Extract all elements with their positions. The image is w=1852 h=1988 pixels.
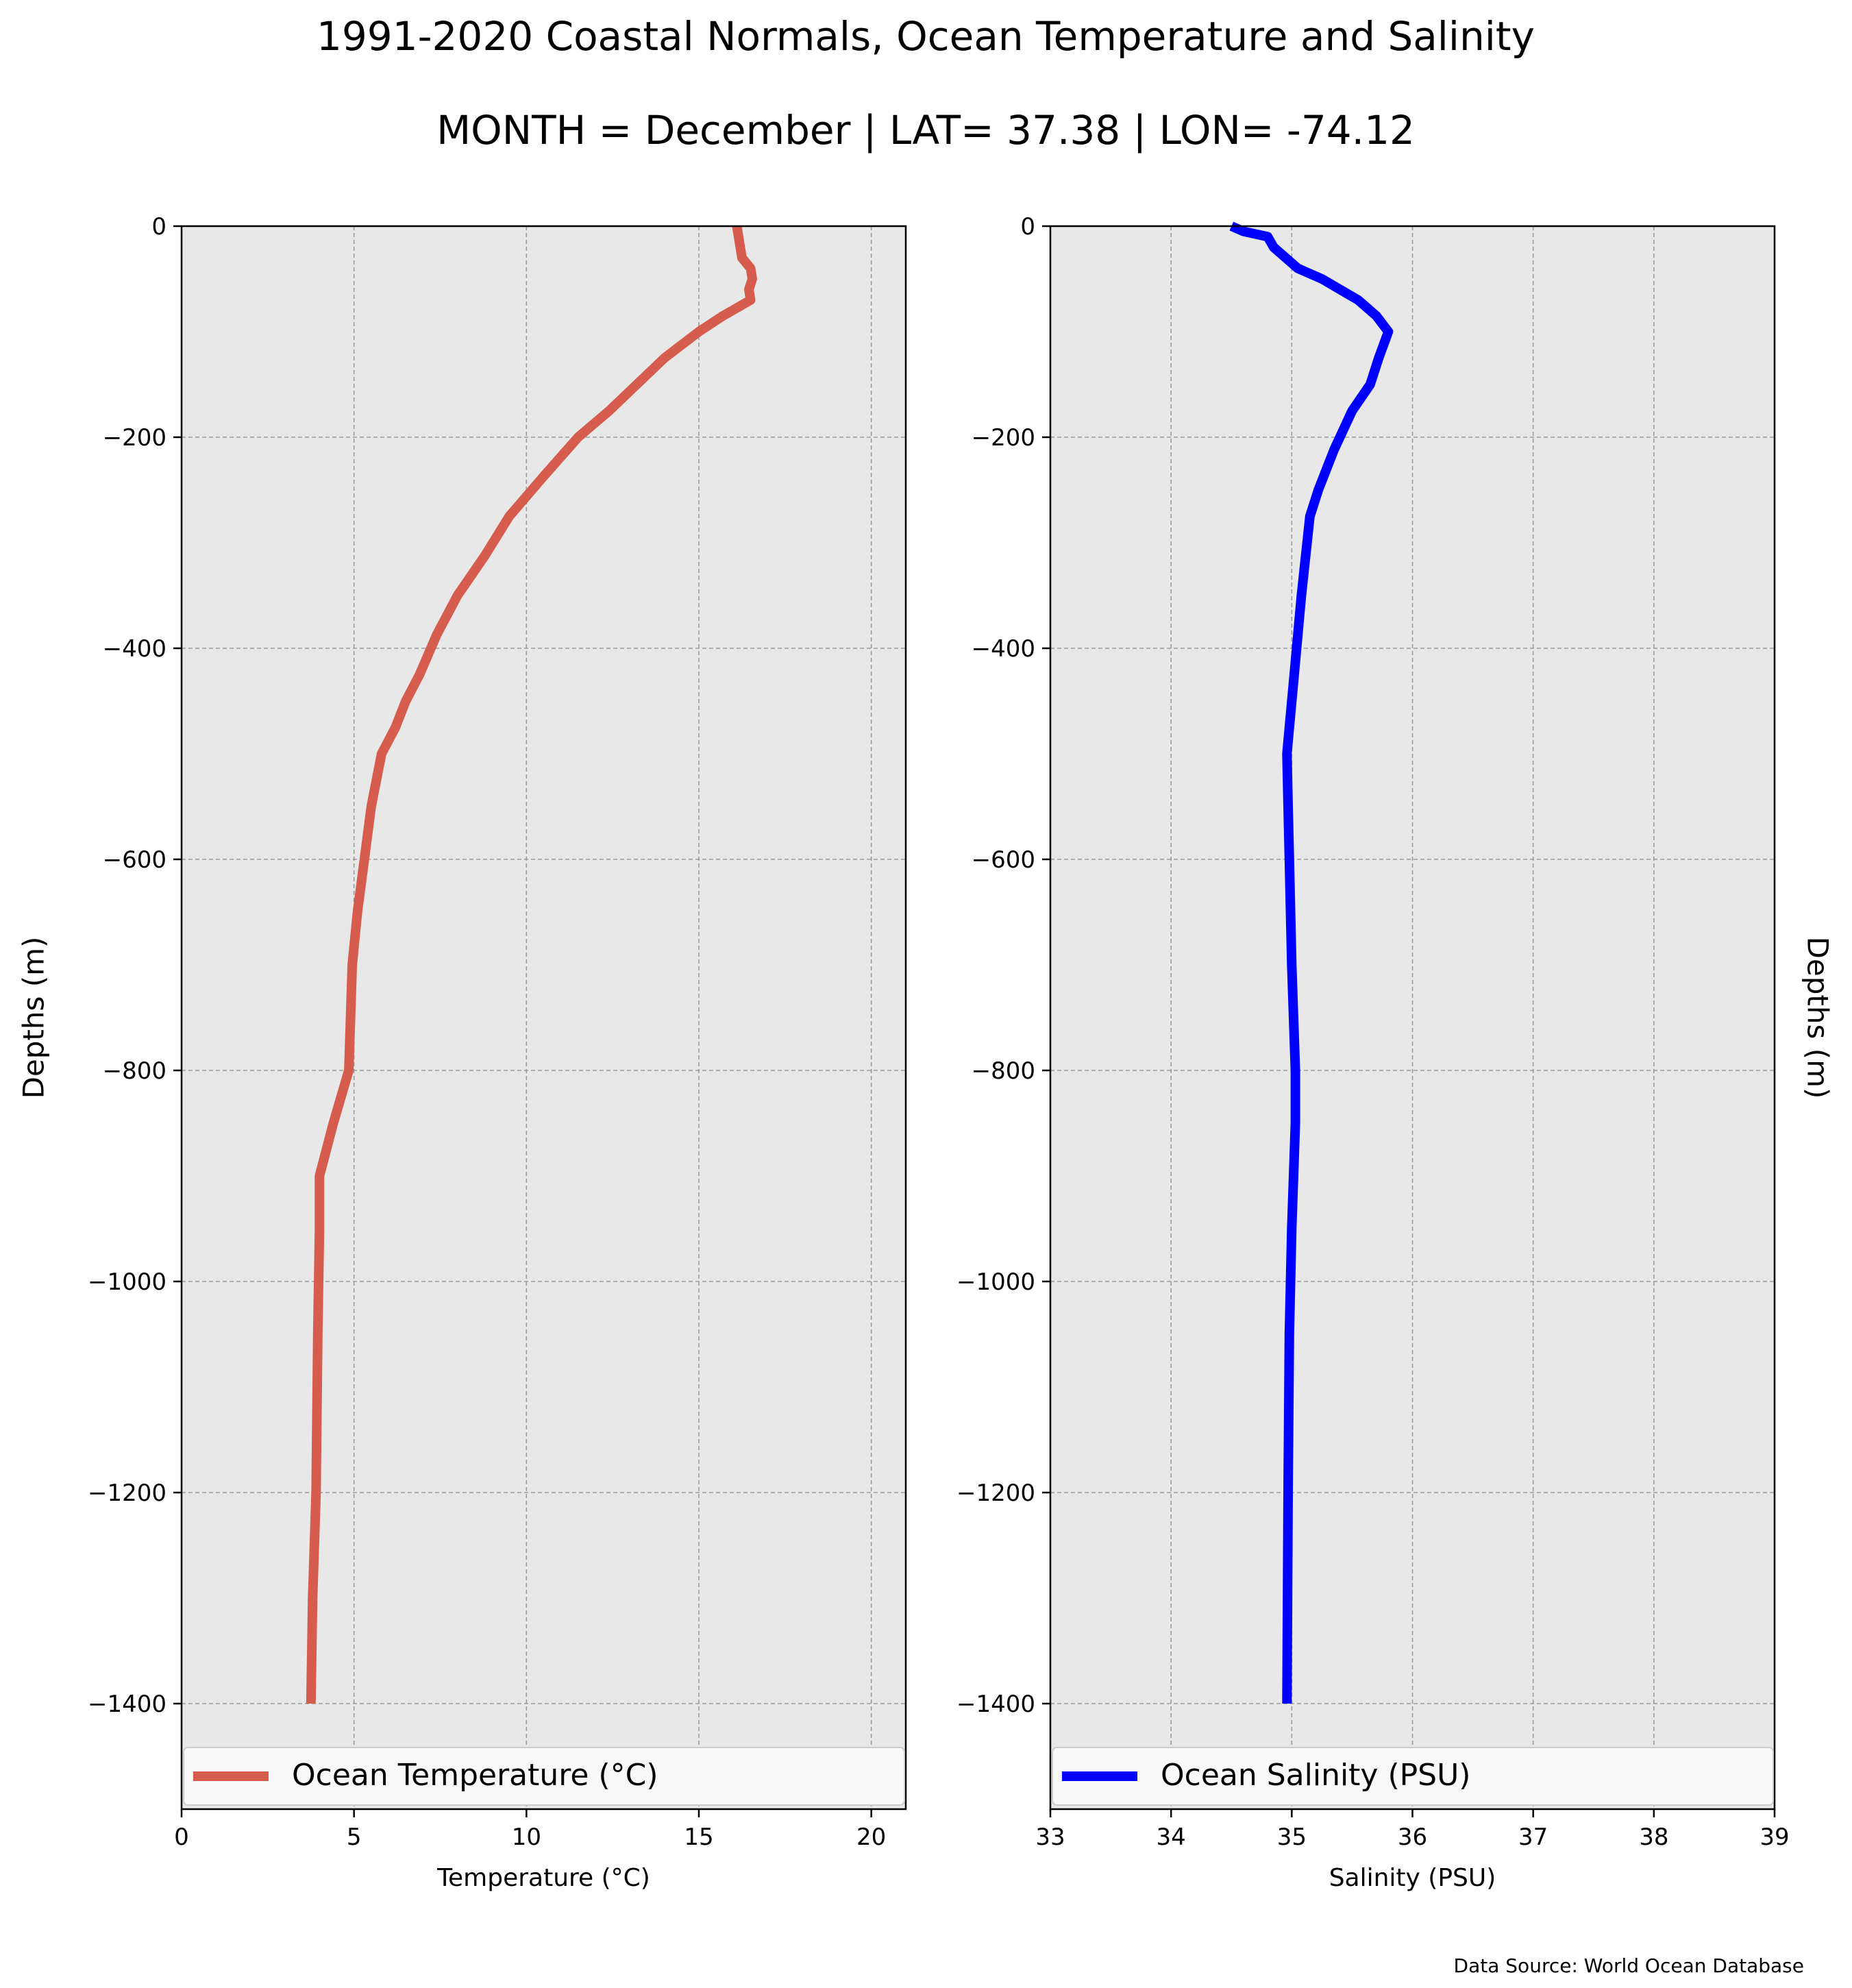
x-tick-label: 5	[347, 1824, 362, 1851]
y-axis-label: Depths (m)	[17, 937, 51, 1099]
y-tick-label: 0	[1020, 213, 1035, 241]
x-tick-label: 15	[684, 1824, 713, 1851]
figure-subtitle: MONTH = December | LAT= 37.38 | LON= -74…	[436, 107, 1415, 154]
y-tick-label: −200	[972, 424, 1035, 452]
legend-box	[1052, 1747, 1774, 1806]
x-tick-label: 35	[1277, 1824, 1307, 1851]
x-tick-label: 36	[1398, 1824, 1427, 1851]
x-tick-label: 38	[1639, 1824, 1668, 1851]
y-tick-label: −1200	[956, 1480, 1035, 1507]
x-tick-label: 0	[174, 1824, 189, 1851]
y-tick-label: −200	[103, 424, 166, 452]
legend-label: Ocean Salinity (PSU)	[1161, 1758, 1470, 1793]
y-tick-label: −600	[972, 846, 1035, 874]
y-tick-label: 0	[151, 213, 166, 241]
y-tick-label: −1200	[88, 1480, 166, 1507]
y-tick-label: −400	[103, 635, 166, 663]
x-tick-label: 37	[1518, 1824, 1548, 1851]
data-source-note: Data Source: World Ocean Database	[1453, 1954, 1804, 1977]
y-tick-label: −1400	[956, 1691, 1035, 1718]
x-tick-label: 39	[1760, 1824, 1789, 1851]
x-tick-label: 10	[512, 1824, 541, 1851]
plot-area	[182, 226, 906, 1809]
y-tick-label: −800	[972, 1057, 1035, 1085]
x-axis-label: Temperature (°C)	[436, 1864, 650, 1892]
axes-frame	[180, 225, 907, 1811]
y-tick-label: −800	[103, 1057, 166, 1085]
x-tick-label: 34	[1157, 1824, 1186, 1851]
salinity-panel: 33 34 35 36 37 38 39 0 −200 −400 −600 −800 −1000 −120…	[956, 213, 1835, 1892]
x-tick-label: 20	[856, 1824, 886, 1851]
legend: Ocean Salinity (PSU)	[1052, 1747, 1774, 1806]
x-tick-label: 33	[1035, 1824, 1065, 1851]
x-axis-label: Salinity (PSU)	[1329, 1864, 1496, 1892]
temperature-panel: 0 5 10 15 20 0 −200 −400 −600 −800 −1000 −1200 −1400…	[17, 213, 907, 1892]
legend: Ocean Temperature (°C)	[183, 1747, 905, 1806]
y-tick-label: −1400	[88, 1691, 166, 1718]
y-tick-label: −600	[103, 846, 166, 874]
series-line	[306, 225, 757, 1704]
y-axis-label: Depths (m)	[1801, 937, 1835, 1099]
y-tick-label: −400	[972, 635, 1035, 663]
legend-label: Ocean Temperature (°C)	[292, 1758, 658, 1793]
y-tick-label: −1000	[956, 1268, 1035, 1296]
figure-title: 1991-2020 Coastal Normals, Ocean Tempera…	[317, 13, 1535, 60]
y-tick-label: −1000	[88, 1268, 166, 1296]
series-line	[1229, 221, 1394, 1704]
legend-box	[183, 1747, 905, 1806]
